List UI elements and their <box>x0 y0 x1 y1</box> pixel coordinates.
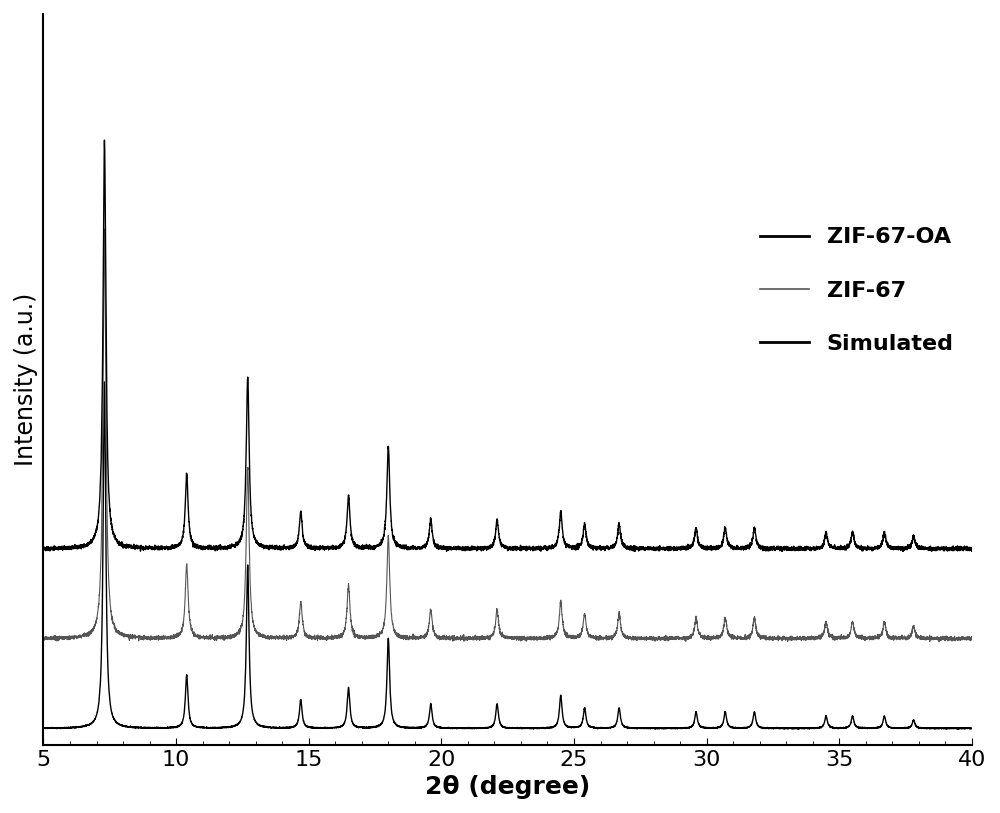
Simulated <box>776 724 788 733</box>
ZIF-67 <box>627 634 639 644</box>
Line: ZIF-67: ZIF-67 <box>43 229 972 642</box>
Simulated <box>587 723 599 733</box>
X-axis label: 2θ (degree): 2θ (degree) <box>425 775 590 799</box>
Line: Simulated: Simulated <box>43 382 972 729</box>
ZIF-67-OA <box>374 540 386 550</box>
Simulated <box>627 723 639 733</box>
ZIF-67-OA <box>627 544 639 554</box>
Simulated <box>84 720 96 729</box>
ZIF-67 <box>374 627 386 637</box>
ZIF-67-OA <box>84 537 96 546</box>
ZIF-67 <box>933 637 945 647</box>
ZIF-67-OA <box>587 545 599 554</box>
Simulated <box>98 377 110 387</box>
Simulated <box>649 724 661 734</box>
ZIF-67 <box>775 635 787 645</box>
ZIF-67-OA <box>775 543 787 553</box>
ZIF-67-OA <box>98 135 110 145</box>
ZIF-67 <box>98 224 110 234</box>
Simulated <box>37 724 49 733</box>
Y-axis label: Intensity (a.u.): Intensity (a.u.) <box>14 293 38 466</box>
Simulated <box>966 724 978 733</box>
ZIF-67 <box>966 635 978 645</box>
Line: ZIF-67-OA: ZIF-67-OA <box>43 140 972 551</box>
Simulated <box>726 722 738 732</box>
ZIF-67-OA <box>966 544 978 554</box>
ZIF-67 <box>37 633 49 642</box>
ZIF-67 <box>587 633 599 643</box>
ZIF-67-OA <box>726 543 738 553</box>
Simulated <box>374 720 386 730</box>
ZIF-67 <box>84 627 96 637</box>
ZIF-67 <box>726 633 738 643</box>
ZIF-67-OA <box>37 546 49 555</box>
ZIF-67-OA <box>897 546 909 556</box>
Legend: ZIF-67-OA, ZIF-67, Simulated: ZIF-67-OA, ZIF-67, Simulated <box>751 219 963 363</box>
